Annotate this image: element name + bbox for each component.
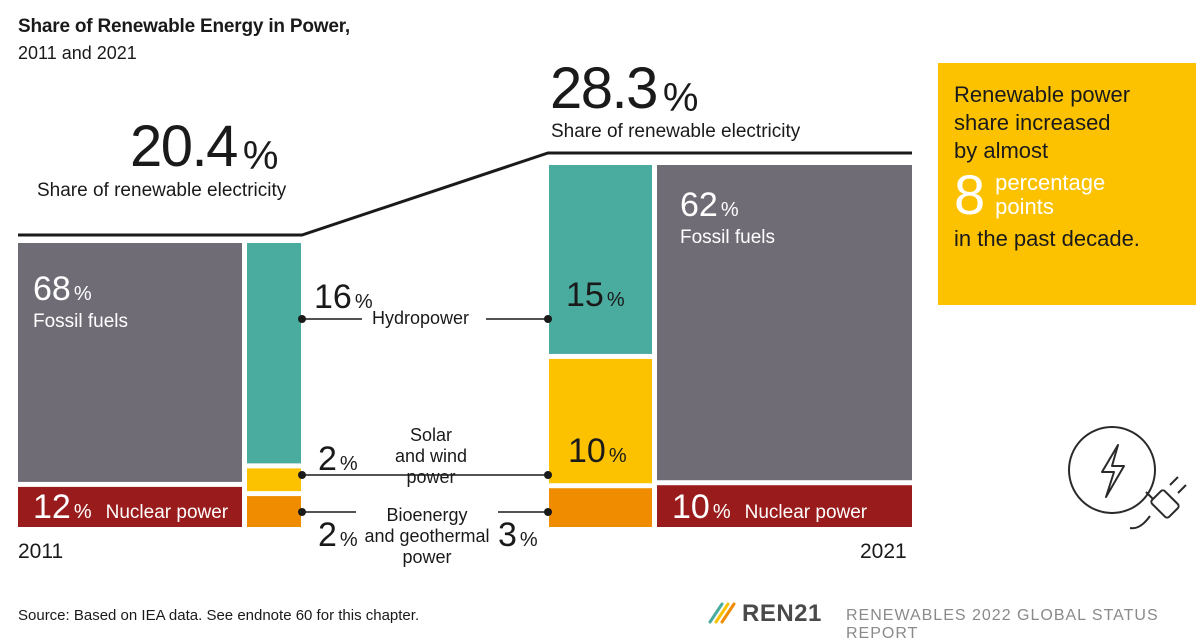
solar-name-2: and wind	[394, 446, 468, 466]
total-2011-label: Share of renewable electricity	[37, 180, 287, 201]
total-2021-value: 28.3	[550, 56, 658, 121]
lightning-plug-icon	[1068, 426, 1187, 530]
hydro-2011-value: 16	[314, 278, 352, 316]
solar-2011-value: 2	[318, 440, 337, 478]
brand-logo: REN21	[734, 600, 822, 628]
callout-unit: percentage points	[995, 171, 1105, 219]
total-2021-pct: %	[662, 76, 699, 120]
connector-bio	[298, 508, 552, 516]
nuclear-2021-value: 10	[672, 488, 710, 526]
callout-line-4: in the past decade.	[954, 226, 1140, 251]
solar-2021-value: 10	[568, 432, 606, 470]
bar-bio-geo-2021	[549, 488, 652, 527]
bio-2011-pct: %	[339, 529, 358, 551]
label-solar-2021: 10%	[568, 432, 627, 471]
renewable-share-line	[18, 151, 912, 237]
label-nuclear-2021: 10% Nuclear power	[672, 488, 867, 527]
callout-number-row: 8 percentage points	[954, 167, 1180, 223]
bar-fossil-2021	[657, 165, 912, 481]
year-2011: 2011	[18, 540, 64, 563]
callout-line-3: by almost	[954, 138, 1049, 163]
hydro-2011-pct: %	[354, 291, 373, 313]
callout-number: 8	[954, 163, 986, 226]
solar-2011-pct: %	[339, 453, 358, 475]
solar-name: Solar and wind power	[376, 425, 486, 488]
label-fossil-2011: 68% Fossil fuels	[33, 270, 128, 333]
bar-solar-wind-2011	[247, 468, 301, 492]
label-bio-2021: 3%	[498, 516, 538, 555]
callout-unit-1: percentage	[995, 170, 1106, 195]
fossil-2021-pct: %	[720, 199, 739, 221]
callout-line-1: Renewable power	[954, 82, 1131, 107]
fossil-2021-name: Fossil fuels	[680, 227, 776, 248]
nuclear-2011-value: 12	[33, 488, 71, 526]
fossil-2011-value: 68	[33, 270, 71, 308]
source-note: Source: Based on IEA data. See endnote 6…	[18, 607, 420, 624]
label-hydro-2011: 16%	[314, 278, 373, 317]
year-2021: 2021	[860, 540, 907, 563]
bar-fossil-2011	[18, 243, 242, 482]
bar-hydro-2011	[247, 243, 301, 464]
bio-name-3: power	[402, 547, 452, 567]
bio-name-1: Bioenergy	[386, 505, 468, 525]
bar-nuclear-2011	[18, 486, 242, 527]
total-2021-label: Share of renewable electricity	[551, 121, 801, 142]
bio-2021-value: 3	[498, 516, 517, 554]
bar-bio-geo-2011	[247, 496, 301, 527]
label-fossil-2021: 62% Fossil fuels	[680, 186, 775, 249]
nuclear-2011-name: Nuclear power	[105, 502, 229, 523]
solar-2021-pct: %	[608, 445, 627, 467]
chart-title: Share of Renewable Energy in Power,	[18, 16, 350, 37]
bio-name-2: and geothermal	[364, 526, 490, 546]
label-hydro-2021: 15%	[566, 276, 625, 315]
fossil-2011-name: Fossil fuels	[33, 311, 129, 332]
fossil-2011-pct: %	[73, 283, 92, 305]
bio-2021-pct: %	[519, 529, 538, 551]
callout-line-2: share increased	[954, 110, 1111, 135]
nuclear-2011-pct: %	[73, 501, 92, 523]
total-2011-value: 20.4	[130, 114, 238, 179]
bio-name: Bioenergy and geothermal power	[356, 505, 498, 568]
solar-name-1: Solar	[409, 425, 453, 445]
report-name: RENEWABLES 2022 GLOBAL STATUS REPORT	[846, 607, 1159, 642]
label-solar-2011: 2%	[318, 440, 358, 479]
total-2011-pct: %	[242, 134, 279, 178]
fossil-2021-value: 62	[680, 186, 718, 224]
hydro-2021-value: 15	[566, 276, 604, 314]
brand-name: REN21	[742, 600, 822, 627]
label-bio-2011: 2%	[318, 516, 358, 555]
chart-subtitle: 2011 and 2021	[18, 43, 137, 63]
bio-2011-value: 2	[318, 516, 337, 554]
bar-hydro-2021	[549, 165, 652, 354]
ren21-logo-icon	[708, 602, 736, 624]
solar-name-3: power	[406, 467, 456, 487]
bar-nuclear-2021	[657, 485, 912, 527]
callout-unit-2: points	[995, 194, 1054, 219]
label-nuclear-2011: 12% Nuclear power	[33, 488, 228, 527]
nuclear-2021-name: Nuclear power	[744, 502, 868, 523]
bar-solar-wind-2021	[549, 358, 652, 484]
total-2011: 20.4 %	[130, 114, 279, 179]
hydro-name: Hydropower	[372, 308, 470, 328]
hydro-2021-pct: %	[606, 289, 625, 311]
nuclear-2021-pct: %	[712, 501, 731, 523]
total-2021: 28.3 %	[550, 56, 699, 121]
connector-solar	[298, 471, 552, 479]
connector-hydro	[298, 315, 552, 323]
callout-box: Renewable power share increased by almos…	[938, 63, 1196, 305]
